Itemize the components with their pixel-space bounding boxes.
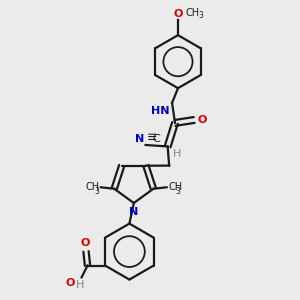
Text: O: O [173,9,183,19]
Text: 3: 3 [176,187,180,196]
Text: 3: 3 [198,11,203,20]
Text: ≡: ≡ [146,131,157,144]
Text: H: H [173,149,181,159]
Text: O: O [198,115,207,125]
Text: CH: CH [85,182,100,192]
Text: H: H [76,280,84,290]
Text: CH: CH [168,182,182,192]
Text: CH: CH [185,8,200,18]
Text: C: C [152,134,160,144]
Text: 3: 3 [95,187,100,196]
Text: O: O [65,278,75,288]
Text: N: N [129,206,138,217]
Text: HN: HN [151,106,170,116]
Text: N: N [135,134,144,144]
Text: O: O [81,238,90,248]
